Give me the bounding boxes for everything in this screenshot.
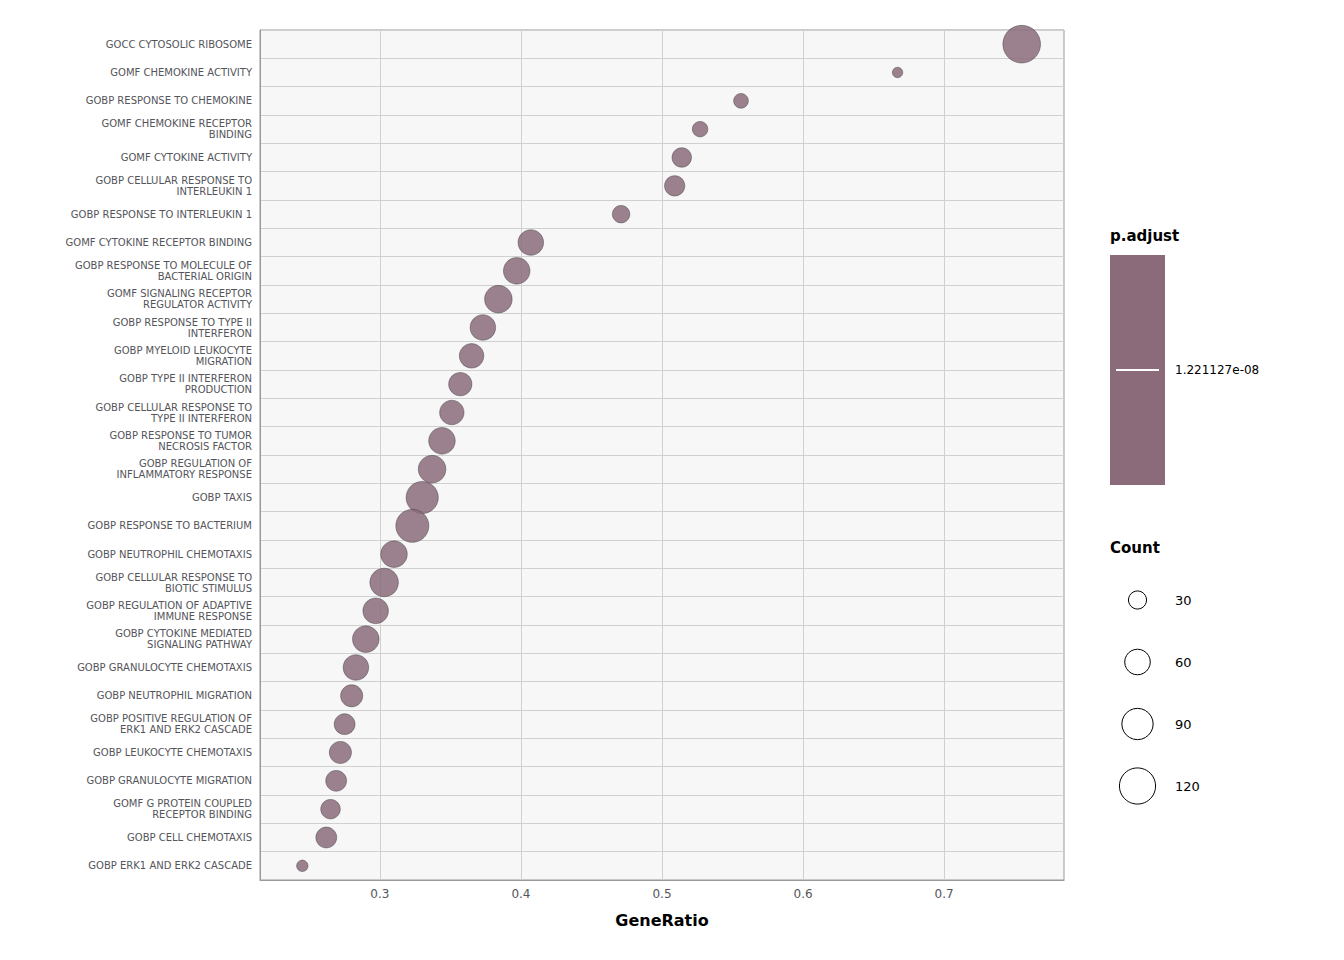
svg-text:ERK1 AND ERK2 CASCADE: ERK1 AND ERK2 CASCADE: [120, 724, 252, 735]
svg-text:PRODUCTION: PRODUCTION: [185, 384, 252, 395]
svg-text:0.5: 0.5: [652, 887, 671, 901]
svg-text:INTERFERON: INTERFERON: [188, 328, 252, 339]
svg-text:BACTERIAL ORIGIN: BACTERIAL ORIGIN: [158, 271, 252, 282]
svg-text:GOMF CYTOKINE ACTIVITY: GOMF CYTOKINE ACTIVITY: [121, 152, 253, 163]
svg-text:RECEPTOR BINDING: RECEPTOR BINDING: [152, 809, 252, 820]
svg-text:GOBP REGULATION OF ADAPTIVE: GOBP REGULATION OF ADAPTIVE: [86, 600, 252, 611]
svg-text:SIGNALING PATHWAY: SIGNALING PATHWAY: [147, 639, 253, 650]
svg-text:60: 60: [1175, 655, 1192, 670]
svg-text:GeneRatio: GeneRatio: [615, 911, 708, 930]
svg-text:GOBP TYPE II INTERFERON: GOBP TYPE II INTERFERON: [119, 373, 252, 384]
svg-text:GOBP RESPONSE TO INTERLEUKIN 1: GOBP RESPONSE TO INTERLEUKIN 1: [71, 209, 252, 220]
svg-text:GOBP POSITIVE REGULATION OF: GOBP POSITIVE REGULATION OF: [90, 713, 252, 724]
svg-text:0.3: 0.3: [370, 887, 389, 901]
svg-text:30: 30: [1175, 593, 1192, 608]
svg-text:NECROSIS FACTOR: NECROSIS FACTOR: [158, 441, 252, 452]
svg-text:0.6: 0.6: [794, 887, 813, 901]
svg-text:GOMF CYTOKINE RECEPTOR BINDING: GOMF CYTOKINE RECEPTOR BINDING: [66, 237, 252, 248]
svg-text:1.221127e-08: 1.221127e-08: [1175, 363, 1259, 377]
svg-text:0.4: 0.4: [511, 887, 530, 901]
svg-text:GOBP CYTOKINE MEDIATED: GOBP CYTOKINE MEDIATED: [115, 628, 252, 639]
svg-text:GOBP TAXIS: GOBP TAXIS: [192, 492, 252, 503]
svg-text:GOCC CYTOSOLIC RIBOSOME: GOCC CYTOSOLIC RIBOSOME: [106, 39, 252, 50]
svg-text:GOMF SIGNALING RECEPTOR: GOMF SIGNALING RECEPTOR: [107, 288, 252, 299]
svg-text:GOBP RESPONSE TO TUMOR: GOBP RESPONSE TO TUMOR: [109, 430, 252, 441]
svg-text:IMMUNE RESPONSE: IMMUNE RESPONSE: [154, 611, 252, 622]
svg-text:GOBP RESPONSE TO BACTERIUM: GOBP RESPONSE TO BACTERIUM: [88, 520, 252, 531]
svg-text:GOBP CELLULAR RESPONSE TO: GOBP CELLULAR RESPONSE TO: [95, 402, 252, 413]
svg-text:GOBP GRANULOCYTE CHEMOTAXIS: GOBP GRANULOCYTE CHEMOTAXIS: [77, 662, 252, 673]
svg-text:TYPE II INTERFERON: TYPE II INTERFERON: [150, 413, 252, 424]
svg-text:GOBP NEUTROPHIL MIGRATION: GOBP NEUTROPHIL MIGRATION: [97, 690, 252, 701]
svg-text:GOBP REGULATION OF: GOBP REGULATION OF: [139, 458, 252, 469]
svg-text:GOMF CHEMOKINE RECEPTOR: GOMF CHEMOKINE RECEPTOR: [101, 118, 252, 129]
svg-text:GOMF CHEMOKINE ACTIVITY: GOMF CHEMOKINE ACTIVITY: [110, 67, 253, 78]
svg-text:Count: Count: [1110, 539, 1160, 557]
svg-text:GOBP NEUTROPHIL CHEMOTAXIS: GOBP NEUTROPHIL CHEMOTAXIS: [87, 549, 252, 560]
svg-text:p.adjust: p.adjust: [1110, 227, 1179, 245]
svg-text:MIGRATION: MIGRATION: [196, 356, 252, 367]
svg-text:0.7: 0.7: [935, 887, 954, 901]
svg-text:INTERLEUKIN 1: INTERLEUKIN 1: [176, 186, 252, 197]
svg-text:BIOTIC STIMULUS: BIOTIC STIMULUS: [165, 583, 252, 594]
svg-text:REGULATOR ACTIVITY: REGULATOR ACTIVITY: [143, 299, 253, 310]
svg-text:INFLAMMATORY RESPONSE: INFLAMMATORY RESPONSE: [117, 469, 252, 480]
svg-text:GOBP CELLULAR RESPONSE TO: GOBP CELLULAR RESPONSE TO: [95, 572, 252, 583]
svg-text:120: 120: [1175, 779, 1200, 794]
svg-text:BINDING: BINDING: [209, 129, 252, 140]
svg-text:GOBP RESPONSE TO CHEMOKINE: GOBP RESPONSE TO CHEMOKINE: [86, 95, 252, 106]
svg-text:GOBP RESPONSE TO TYPE II: GOBP RESPONSE TO TYPE II: [113, 317, 252, 328]
svg-text:GOBP CELL CHEMOTAXIS: GOBP CELL CHEMOTAXIS: [127, 832, 252, 843]
svg-text:GOBP ERK1 AND ERK2 CASCADE: GOBP ERK1 AND ERK2 CASCADE: [88, 860, 252, 871]
svg-text:GOBP CELLULAR RESPONSE TO: GOBP CELLULAR RESPONSE TO: [95, 175, 252, 186]
svg-text:GOBP MYELOID LEUKOCYTE: GOBP MYELOID LEUKOCYTE: [114, 345, 252, 356]
svg-text:GOMF G PROTEIN COUPLED: GOMF G PROTEIN COUPLED: [113, 798, 252, 809]
svg-text:GOBP LEUKOCYTE CHEMOTAXIS: GOBP LEUKOCYTE CHEMOTAXIS: [93, 747, 252, 758]
svg-text:90: 90: [1175, 717, 1192, 732]
svg-text:GOBP GRANULOCYTE MIGRATION: GOBP GRANULOCYTE MIGRATION: [86, 775, 252, 786]
svg-text:GOBP RESPONSE TO MOLECULE OF: GOBP RESPONSE TO MOLECULE OF: [75, 260, 252, 271]
